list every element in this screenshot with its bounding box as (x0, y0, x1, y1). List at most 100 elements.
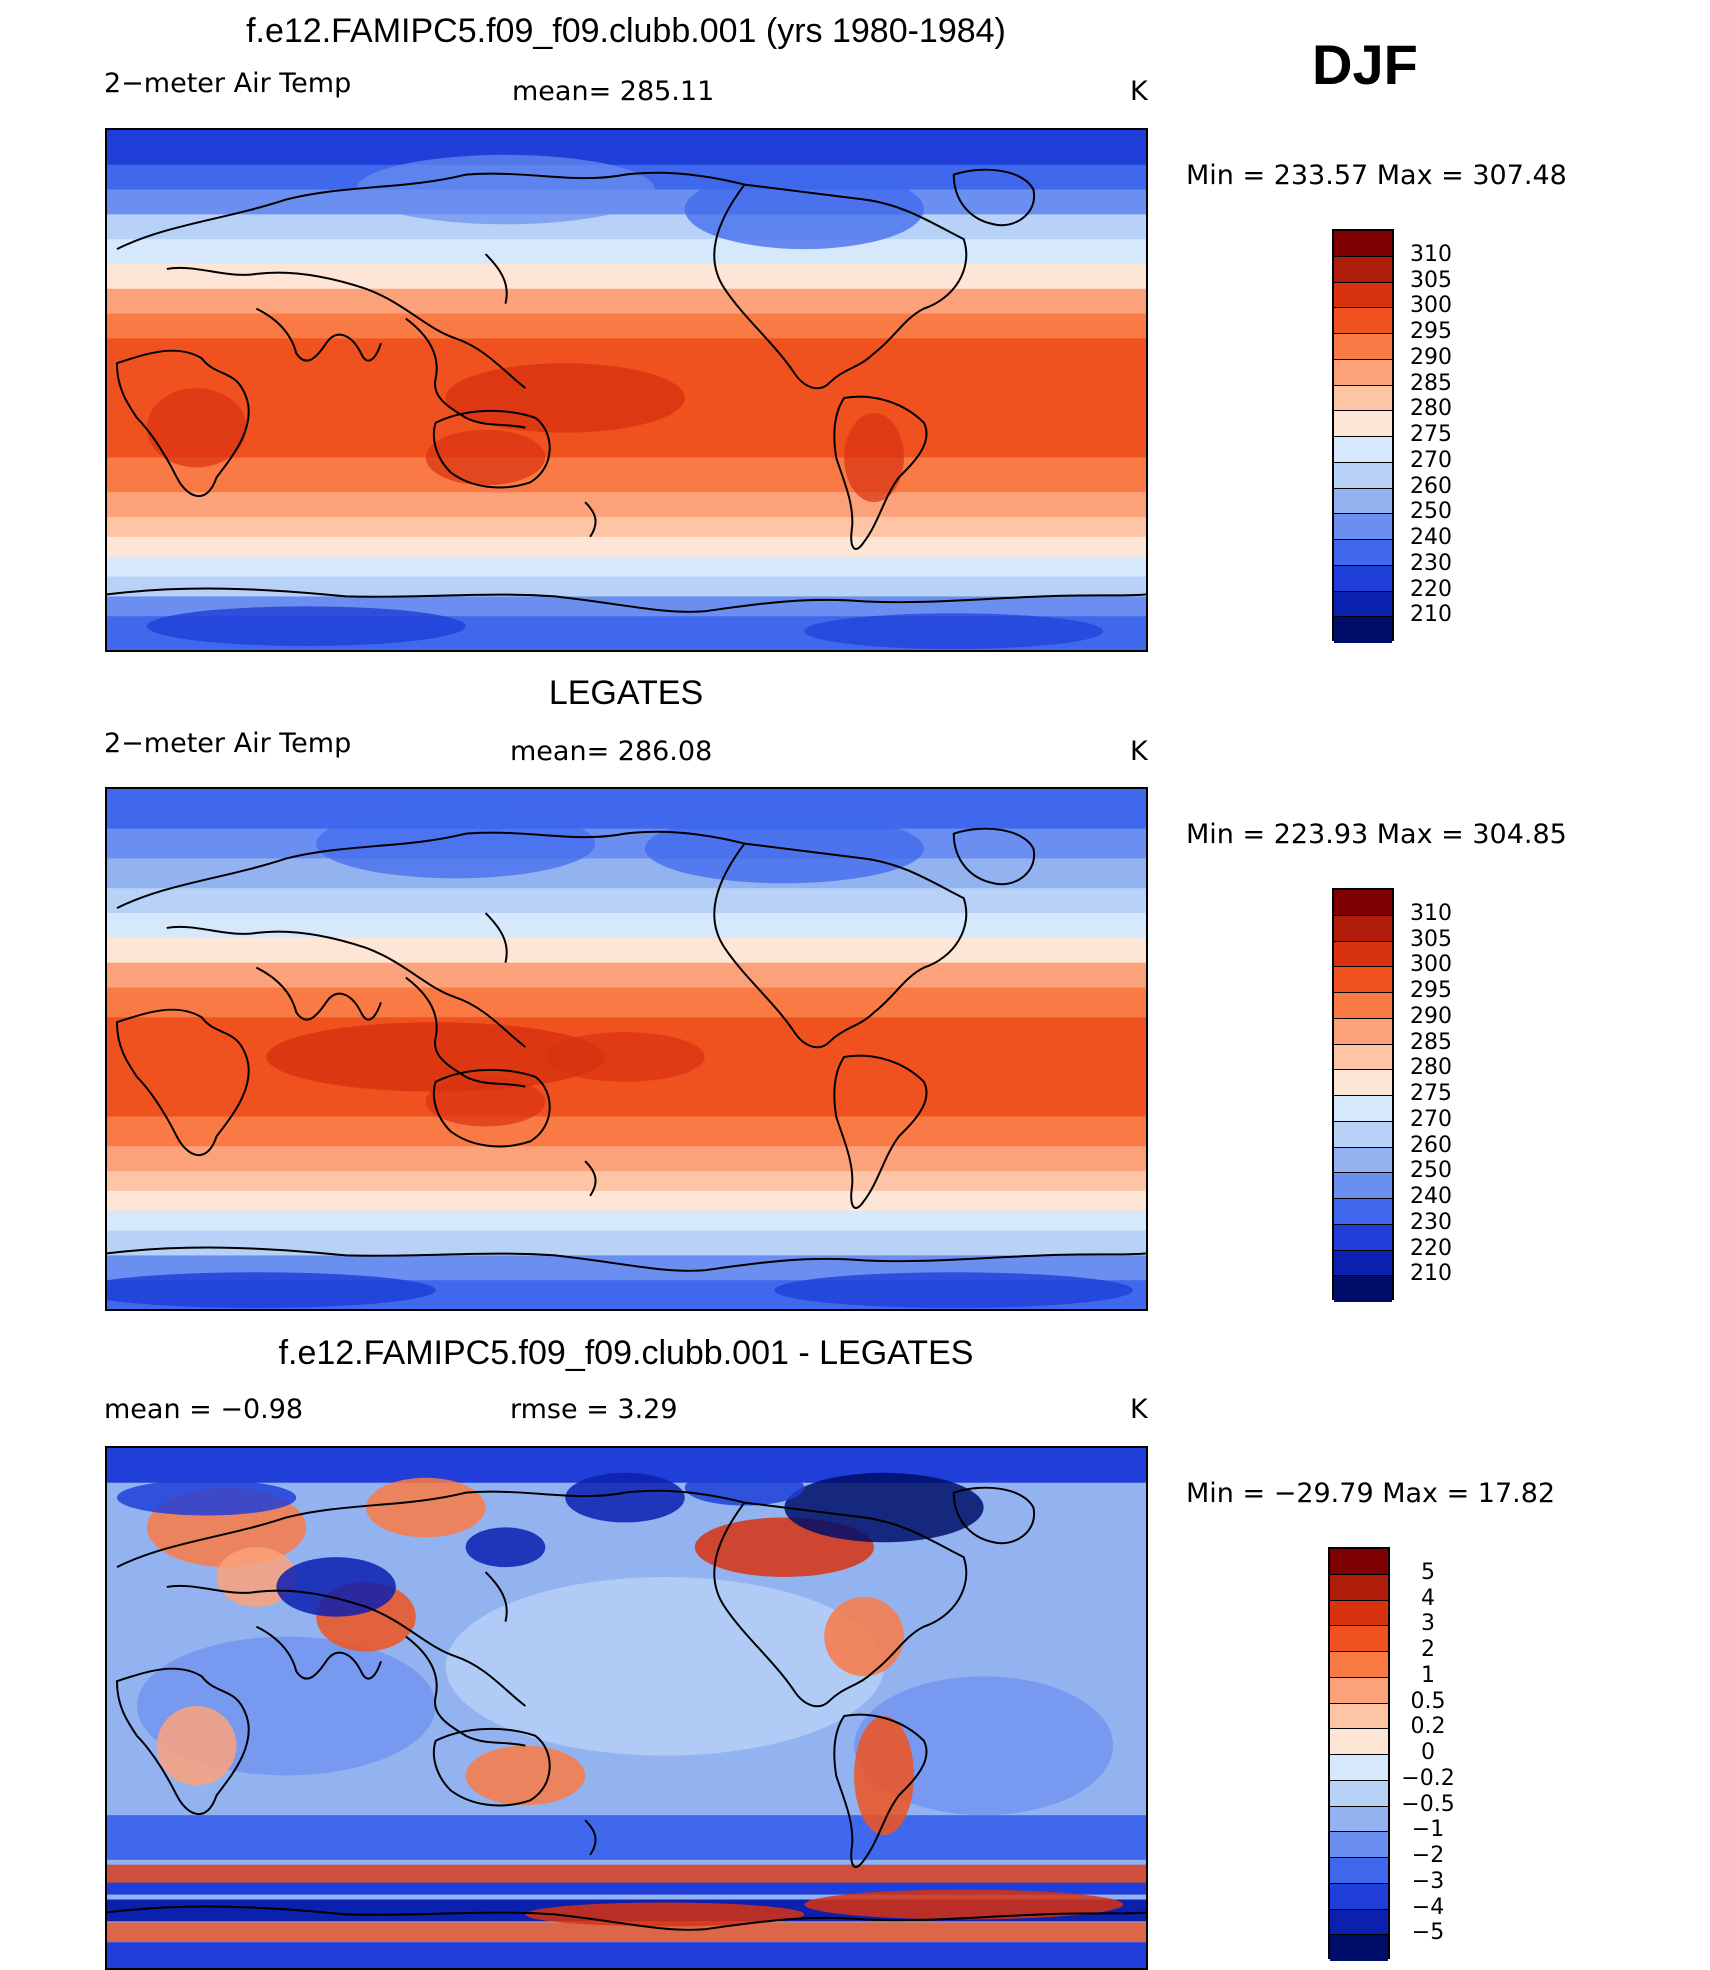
colorbar-swatch (1334, 617, 1392, 643)
colorbar-tick-label: 300 (1410, 293, 1452, 319)
colorbar-tick-label: 230 (1410, 1209, 1452, 1235)
colorbar-swatch (1330, 1652, 1388, 1678)
colorbar-swatch (1334, 488, 1392, 515)
colorbar-swatch (1334, 1276, 1392, 1302)
colorbar-swatch (1334, 334, 1392, 360)
panel-2-variable-label: 2−meter Air Temp (104, 728, 352, 759)
panel-3-rmse-label: rmse = 3.29 (510, 1394, 678, 1425)
panel-1-units: K (1130, 76, 1148, 107)
colorbar-swatch (1334, 890, 1392, 916)
colorbar-swatch (1334, 967, 1392, 993)
colorbar-tick-label: 220 (1410, 1235, 1452, 1261)
panel-1-title: f.e12.FAMIPC5.f09_f09.clubb.001 (yrs 198… (246, 12, 1006, 50)
panel-3-title: f.e12.FAMIPC5.f09_f09.clubb.001 - LEGATE… (278, 1334, 974, 1372)
colorbar-tick-label: 260 (1410, 1132, 1452, 1158)
colorbar-tick-label: −5 (1411, 1920, 1445, 1946)
colorbar-tick-label: 310 (1410, 241, 1452, 267)
colorbar-tick-label: −4 (1411, 1894, 1445, 1920)
panel-1-map (105, 128, 1148, 652)
colorbar-swatch (1330, 1832, 1388, 1858)
colorbar-swatch (1334, 1147, 1392, 1174)
colorbar-tick-label: 270 (1410, 447, 1452, 473)
panel-3-colorbar: 5 4 3 2 1 0.5 0.2 0 −0.2 −0.5 −1 −2 −3 −4 −5 (1328, 1547, 1468, 1961)
colorbar-swatch (1334, 993, 1392, 1019)
colorbar-tick-label: −1 (1411, 1817, 1445, 1843)
colorbar-swatch (1330, 1755, 1388, 1781)
colorbar-swatches (1332, 888, 1394, 1302)
colorbar-swatch (1334, 1018, 1392, 1045)
colorbar-tick-label: 270 (1410, 1106, 1452, 1132)
colorbar-tick-label: 230 (1410, 550, 1452, 576)
colorbar-swatch (1334, 359, 1392, 386)
colorbar-swatch (1334, 462, 1392, 489)
panel-3-minmax: Min = −29.79 Max = 17.82 (1186, 1478, 1556, 1509)
coastlines (107, 168, 1146, 613)
colorbar-swatch (1334, 1224, 1392, 1251)
colorbar-tick-label: 280 (1410, 1055, 1452, 1081)
colorbar-swatch (1334, 1199, 1392, 1225)
colorbar-tick-label: 290 (1410, 1003, 1452, 1029)
colorbar-tick-label: 290 (1410, 344, 1452, 370)
colorbar-tick-label: 310 (1410, 900, 1452, 926)
colorbar-swatch (1334, 282, 1392, 309)
colorbar-swatch (1330, 1600, 1388, 1627)
colorbar-tick-label: 240 (1410, 1184, 1452, 1209)
colorbar-swatch (1334, 1044, 1392, 1071)
colorbar-swatch (1334, 231, 1392, 257)
colorbar-tick-label: 285 (1410, 1029, 1452, 1055)
colorbar-tick-label: 240 (1410, 525, 1452, 550)
colorbar-tick-label: 0.5 (1410, 1688, 1446, 1714)
colorbar-swatch (1330, 1549, 1388, 1575)
coastlines (107, 827, 1146, 1272)
colorbar-tick-label: −3 (1411, 1868, 1445, 1894)
colorbar-swatches (1332, 229, 1394, 643)
colorbar-swatch (1330, 1858, 1388, 1884)
colorbar-swatches (1328, 1547, 1390, 1961)
colorbar-swatch (1334, 411, 1392, 437)
colorbar-swatch (1330, 1935, 1388, 1961)
colorbar-tick-label: 0.2 (1410, 1714, 1446, 1740)
colorbar-swatch (1334, 1250, 1392, 1277)
colorbar-swatch (1334, 565, 1392, 592)
colorbar-swatch (1334, 1121, 1392, 1148)
panel-2-map (105, 787, 1148, 1311)
panel-2-minmax: Min = 223.93 Max = 304.85 (1186, 819, 1567, 850)
colorbar-swatch (1330, 1780, 1388, 1807)
panel-1-colorbar: 310 305 300 295 290 285 280 275 270 260 250 240 230 2… (1332, 229, 1462, 643)
colorbar-tick-label: 275 (1410, 1081, 1452, 1106)
panel-2-colorbar: 310 305 300 295 290 285 280 275 270 260 250 240 230 2… (1332, 888, 1462, 1302)
colorbar-tick-label: 1 (1421, 1662, 1435, 1688)
colorbar-swatch (1334, 385, 1392, 412)
colorbar-tick-label: 305 (1410, 267, 1452, 293)
colorbar-swatch (1334, 1070, 1392, 1096)
colorbar-swatch (1334, 591, 1392, 618)
colorbar-tick-label: 300 (1410, 952, 1452, 978)
colorbar-tick-label: 305 (1410, 926, 1452, 952)
panel-2-mean-label: mean= 286.08 (510, 736, 713, 767)
colorbar-tick-label: 4 (1421, 1585, 1435, 1611)
colorbar-swatch (1334, 1173, 1392, 1199)
colorbar-tick-label: 260 (1410, 473, 1452, 499)
colorbar-tick-label: 280 (1410, 396, 1452, 422)
colorbar-tick-label: 210 (1410, 1261, 1452, 1287)
colorbar-tick-label: 275 (1410, 422, 1452, 447)
colorbar-swatch (1334, 941, 1392, 968)
colorbar-tick-label: 285 (1410, 370, 1452, 396)
colorbar-swatch (1334, 514, 1392, 540)
colorbar-swatch (1334, 540, 1392, 566)
panel-3-mean-label: mean = −0.98 (104, 1394, 304, 1425)
panel-2-title: LEGATES (548, 674, 704, 712)
colorbar-swatch (1334, 256, 1392, 283)
season-label: DJF (1312, 33, 1418, 96)
colorbar-swatch (1334, 437, 1392, 463)
colorbar-tick-label: −0.2 (1401, 1765, 1455, 1791)
colorbar-tick-label: 210 (1410, 602, 1452, 628)
colorbar-tick-label: 0 (1421, 1740, 1435, 1765)
colorbar-swatch (1330, 1574, 1388, 1601)
colorbar-tick-label: 5 (1421, 1559, 1435, 1585)
colorbar-swatch (1334, 308, 1392, 334)
panel-1-minmax: Min = 233.57 Max = 307.48 (1186, 160, 1567, 191)
colorbar-swatch (1330, 1729, 1388, 1755)
panel-1-mean-label: mean= 285.11 (512, 76, 715, 107)
colorbar-tick-label: 220 (1410, 576, 1452, 602)
